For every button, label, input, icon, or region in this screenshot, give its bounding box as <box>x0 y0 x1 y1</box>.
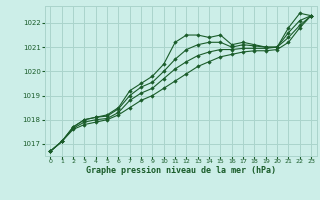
X-axis label: Graphe pression niveau de la mer (hPa): Graphe pression niveau de la mer (hPa) <box>86 166 276 175</box>
